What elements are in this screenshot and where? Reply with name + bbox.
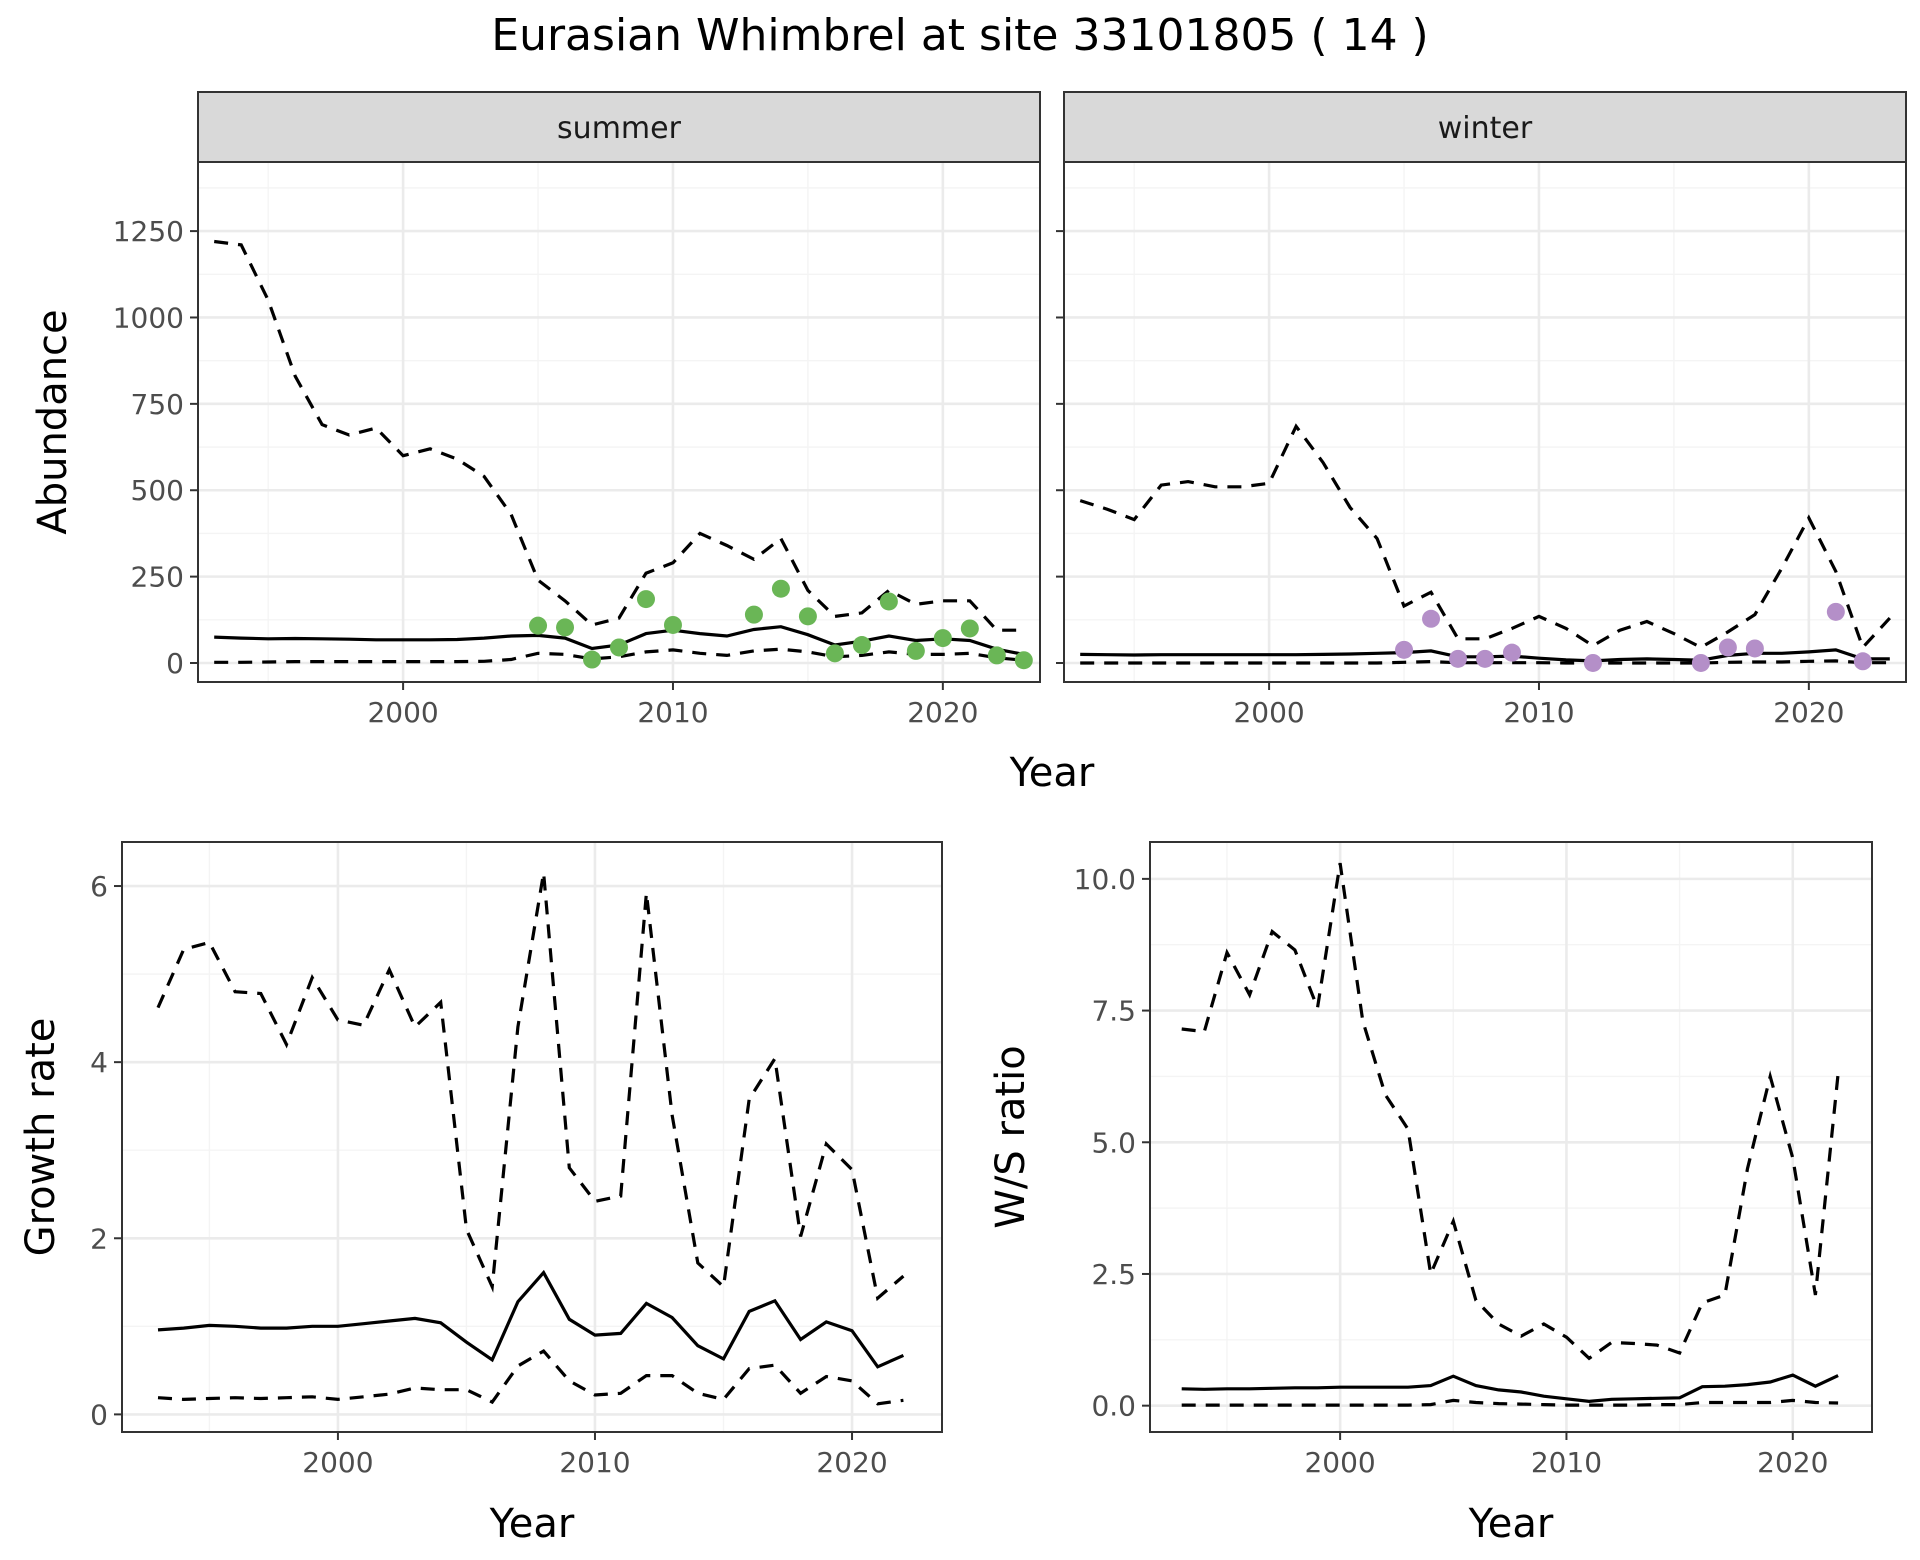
observed-point	[529, 616, 548, 635]
observed-point	[1691, 653, 1710, 672]
observed-point	[987, 646, 1006, 665]
y-tick-label: 0	[166, 647, 184, 680]
y-tick-label: 0	[90, 1398, 108, 1431]
facet-strip	[197, 91, 1041, 163]
panel-border	[1149, 841, 1873, 1433]
x-tick-label: 2020	[907, 696, 978, 729]
y-tick-label: 2.5	[1091, 1258, 1136, 1291]
y-tick-label: 250	[131, 561, 184, 594]
y-tick-label: 6	[90, 870, 108, 903]
y-tick-label: 7.5	[1091, 995, 1136, 1028]
y-axis-title: Abundance	[30, 309, 76, 534]
y-tick-label: 1250	[113, 215, 184, 248]
observed-point	[852, 636, 871, 655]
facet-strip-label: winter	[1438, 111, 1533, 146]
facet-strip-label: summer	[557, 111, 682, 146]
lower-line	[214, 647, 1024, 664]
panel-background	[1064, 162, 1906, 682]
x-tick-label: 2000	[302, 1446, 373, 1479]
observed-point	[583, 650, 602, 669]
upper-line	[214, 239, 1024, 632]
observed-point	[960, 619, 979, 638]
x-axis-title: Year	[489, 1501, 575, 1547]
observed-point	[1826, 602, 1845, 621]
observed-point	[825, 644, 844, 663]
lower-line	[157, 1348, 904, 1406]
facet-strip	[1063, 91, 1907, 163]
upper-line	[156, 872, 905, 1302]
y-tick-label: 2	[90, 1222, 108, 1255]
observed-point	[933, 629, 952, 648]
x-tick-label: 2000	[367, 696, 438, 729]
observed-point	[636, 590, 655, 609]
panel-border	[121, 841, 943, 1433]
observed-point	[610, 638, 628, 657]
observed-point	[1745, 639, 1764, 658]
x-tick-label: 2020	[816, 1446, 887, 1479]
x-tick-label: 2020	[1773, 696, 1844, 729]
y-tick-label: 4	[90, 1046, 108, 1079]
figure-title: Eurasian Whimbrel at site 33101805 ( 14 …	[491, 10, 1428, 61]
observed-point	[906, 641, 925, 660]
y-tick-label: 750	[131, 388, 184, 421]
lower-line	[1080, 659, 1890, 665]
panel-abundance-winter: 2000 2010 2020 winter	[1056, 91, 1907, 729]
mean-line	[157, 1269, 905, 1369]
y-tick-label: 1000	[113, 301, 184, 334]
x-tick-label: 2010	[1531, 1446, 1602, 1479]
observed-point	[1449, 649, 1468, 668]
x-tick-label: 2000	[1233, 696, 1304, 729]
observed-point	[879, 592, 898, 611]
x-axis-title: Year	[1468, 1501, 1554, 1547]
panels-group: 2000 2010 2020 0 250 500 750 1000 1250 summer Abun…	[18, 91, 1907, 1547]
observed-point	[1853, 652, 1872, 671]
observed-point	[1718, 638, 1737, 657]
observed-point	[798, 607, 817, 626]
observed-point	[1583, 653, 1602, 672]
observed-point	[1422, 609, 1441, 628]
y-axis-title: Growth rate	[18, 1018, 64, 1257]
y-tick-label: 0.0	[1091, 1390, 1136, 1423]
observed-point	[1395, 640, 1414, 659]
upper-line	[1079, 423, 1891, 651]
panel-growth-rate: 2000 2010 2020 0 2 4 6 Growth rate Year	[18, 841, 943, 1547]
y-axis-title: W/S ratio	[988, 1045, 1034, 1228]
observed-point	[744, 605, 763, 624]
panel-background	[198, 162, 1040, 682]
upper-line	[1181, 862, 1840, 1361]
y-tick-label: 500	[131, 474, 184, 507]
x-tick-label: 2010	[1503, 696, 1574, 729]
panel-background	[1150, 842, 1872, 1432]
y-tick-label: 10.0	[1074, 863, 1136, 896]
panel-ws-ratio: 2000 2010 2020 0.0 2.5 5.0 7.5 10.0 W/S ratio Yea…	[988, 841, 1873, 1547]
observed-point	[556, 618, 575, 637]
y-tick-label: 5.0	[1091, 1126, 1136, 1159]
observed-point	[771, 579, 790, 598]
x-tick-label: 2010	[637, 696, 708, 729]
observed-point	[1476, 649, 1494, 668]
x-tick-label: 2020	[1757, 1446, 1828, 1479]
mean-line	[1181, 1373, 1839, 1404]
x-axis-title-shared: Year	[1009, 750, 1095, 796]
x-tick-label: 2010	[559, 1446, 630, 1479]
observed-point	[1502, 643, 1521, 662]
lower-line	[1181, 1398, 1839, 1407]
observed-point	[1014, 651, 1033, 670]
x-tick-label: 2000	[1304, 1446, 1375, 1479]
panel-abundance-summer: 2000 2010 2020 0 250 500 750 1000 1250 summer Abun…	[30, 91, 1041, 729]
panel-background	[122, 842, 942, 1432]
observed-point	[663, 615, 682, 634]
